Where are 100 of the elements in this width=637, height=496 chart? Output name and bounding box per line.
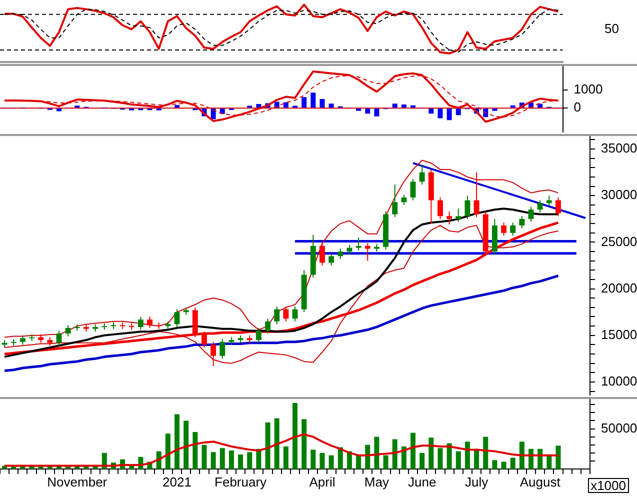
bar (483, 108, 488, 118)
bar (292, 403, 298, 469)
candlestick (410, 178, 416, 201)
bar (220, 448, 225, 469)
bar (210, 452, 216, 469)
bar (256, 104, 262, 108)
bar (56, 108, 62, 112)
bar (283, 102, 288, 108)
y-tick-label: 15000 (601, 326, 637, 342)
candlestick (65, 324, 71, 337)
candlestick (56, 330, 62, 346)
candlestick (20, 334, 26, 346)
bar (438, 448, 443, 469)
bar (283, 446, 288, 469)
x-tick-label: August (520, 474, 561, 490)
bar (428, 108, 434, 114)
bar (265, 422, 270, 469)
bar (228, 450, 234, 469)
candlestick (202, 331, 207, 348)
bar (320, 99, 325, 108)
bar (238, 454, 244, 469)
x-tick-label: 2021 (162, 474, 192, 490)
candlestick (419, 164, 425, 185)
bar (202, 444, 207, 469)
bar (374, 108, 380, 116)
bar (328, 104, 334, 108)
bar (492, 460, 498, 469)
candlestick (328, 252, 334, 266)
x-tick-label: February (214, 474, 268, 490)
bar (365, 444, 370, 469)
bar (438, 108, 443, 118)
y-tick-label: 1000 (574, 81, 603, 96)
bar (165, 434, 170, 469)
bar (310, 450, 316, 469)
candlestick (519, 216, 525, 229)
bar (420, 452, 425, 469)
candlestick (265, 318, 270, 334)
y-tick-label: 10000 (601, 374, 637, 389)
bar (320, 452, 325, 469)
bar (538, 448, 543, 469)
bar (328, 455, 334, 469)
bar (401, 446, 406, 469)
bar (174, 414, 180, 469)
candlestick (274, 306, 280, 325)
bar (274, 418, 280, 469)
text: 50 (602, 21, 621, 36)
bar (456, 451, 461, 469)
candlestick (346, 244, 352, 255)
candlestick (283, 306, 289, 322)
bar (356, 455, 362, 469)
bar (302, 419, 307, 469)
bar (474, 448, 480, 469)
x-tick-label: July (464, 474, 489, 490)
candlestick (338, 248, 344, 260)
candlestick (392, 184, 398, 218)
candlestick (464, 195, 470, 220)
bar (556, 446, 561, 469)
candlestick (474, 172, 480, 218)
candlestick (174, 308, 180, 328)
bar (446, 443, 452, 469)
candlestick (546, 195, 552, 206)
y-tick-label: 30000 (601, 187, 637, 202)
bar (192, 432, 198, 469)
candlestick (456, 208, 462, 222)
candlestick (528, 206, 534, 222)
bar (174, 105, 180, 108)
bar (210, 108, 216, 120)
bar (302, 97, 307, 108)
bar (410, 432, 416, 469)
candlestick (501, 222, 506, 236)
candlestick (320, 242, 325, 266)
bar (456, 108, 461, 116)
x-tick-label: June (408, 474, 436, 490)
candlestick (220, 338, 226, 360)
candlestick (510, 222, 516, 236)
bar (510, 458, 516, 469)
bar (446, 108, 452, 120)
candlestick (364, 242, 370, 262)
candlestick (537, 200, 543, 213)
bar (184, 420, 189, 469)
candlestick (401, 194, 407, 206)
bar (392, 439, 398, 469)
bar (374, 436, 380, 469)
x-tick-label: April (309, 474, 336, 490)
candlestick (147, 316, 152, 328)
y-tick-label: 35000 (601, 140, 637, 156)
x-tick-label: November (47, 474, 108, 490)
bar (428, 438, 434, 469)
bar (256, 448, 262, 469)
bar (519, 442, 524, 469)
candlestick (210, 341, 216, 367)
y-tick-label: 20000 (601, 280, 637, 296)
bar (483, 436, 488, 469)
y-tick-label: 50000 (601, 420, 637, 436)
candlestick (356, 237, 362, 252)
candlestick (438, 196, 443, 220)
x-tick-label: May (364, 474, 390, 490)
bar (383, 455, 388, 469)
y-tick-label: 0 (574, 100, 582, 115)
bar (310, 92, 316, 108)
